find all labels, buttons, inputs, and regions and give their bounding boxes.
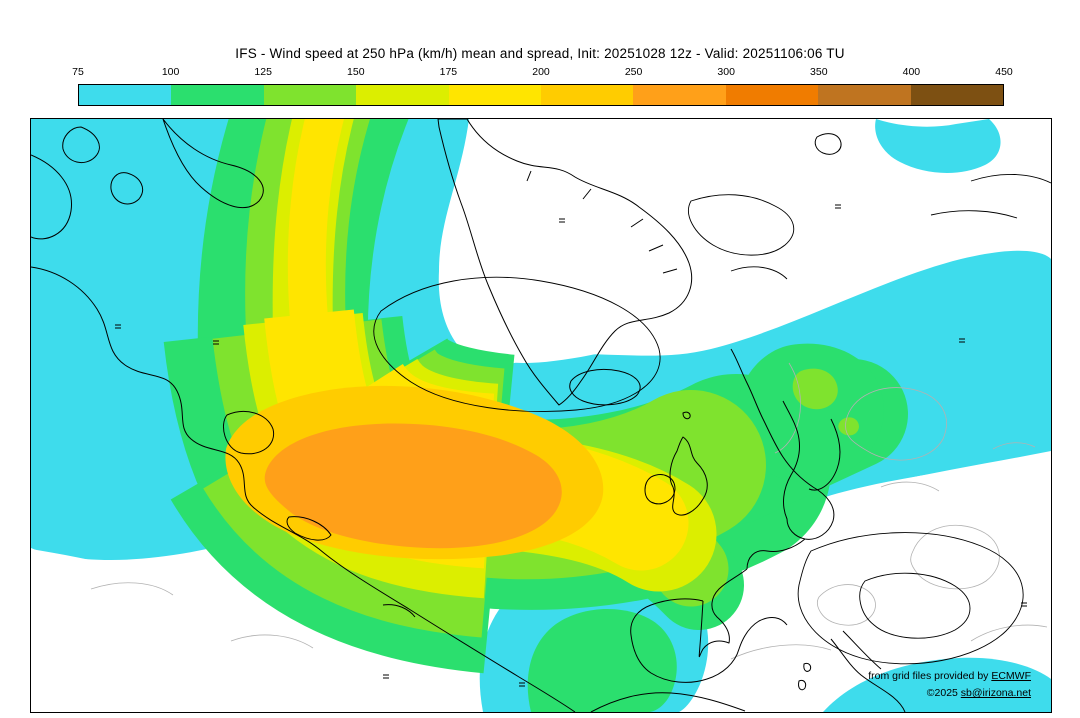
- station-marks: [115, 204, 1027, 687]
- wind-fill-orange-core: [264, 423, 562, 549]
- colorbar-segment-250-300: [633, 85, 726, 105]
- colorbar-ticks: 75 100 125 150 175 200 250 300 350 400 450: [72, 66, 1013, 80]
- colorbar-tick-400: 400: [902, 66, 921, 78]
- colorbar-segment-100-125: [171, 85, 264, 105]
- wind-contours: [373, 174, 1051, 665]
- colorbar-tick-350: 350: [810, 66, 828, 78]
- colorbar-tick-200: 200: [532, 66, 550, 78]
- colorbar-segment-125-150: [263, 85, 357, 105]
- colorbar-segment-200-250: [541, 85, 634, 105]
- colorbar-tick-250: 250: [624, 66, 643, 78]
- colorbar-tick-75: 75: [72, 66, 84, 78]
- colorbar: [78, 84, 1004, 106]
- colorbar-tick-150: 150: [347, 66, 365, 78]
- colorbar-tick-450: 450: [995, 66, 1013, 78]
- colorbar-tick-125: 125: [254, 66, 272, 78]
- colorbar-segment-175-200: [448, 85, 542, 105]
- ecmwf-link[interactable]: ECMWF: [991, 670, 1031, 682]
- spread-contours: [90, 362, 1048, 660]
- weather-map: [31, 119, 1051, 712]
- colorbar-tick-100: 100: [161, 66, 180, 78]
- attribution-line2: ©2025 sb@irizona.net: [927, 687, 1031, 699]
- colorbar-segment-400-450: [910, 85, 1004, 105]
- colorbar-segment-300-350: [725, 85, 819, 105]
- coastlines: [31, 119, 906, 712]
- attribution-text: from grid files provided by: [868, 670, 992, 682]
- page-title: IFS - Wind speed at 250 hPa (km/h) mean …: [235, 46, 845, 61]
- attribution-line1: from grid files provided by ECMWF: [868, 670, 1031, 682]
- colorbar-tick-300: 300: [717, 66, 735, 78]
- map-container: from grid files provided by ECMWF ©2025 …: [30, 118, 1052, 713]
- colorbar-segment-75-100: [79, 85, 172, 105]
- copyright-text: ©2025: [926, 687, 961, 699]
- author-link[interactable]: sb@irizona.net: [960, 687, 1031, 699]
- colorbar-segment-350-400: [818, 85, 911, 105]
- colorbar-tick-175: 175: [439, 66, 458, 78]
- colorbar-segment-150-175: [356, 85, 449, 105]
